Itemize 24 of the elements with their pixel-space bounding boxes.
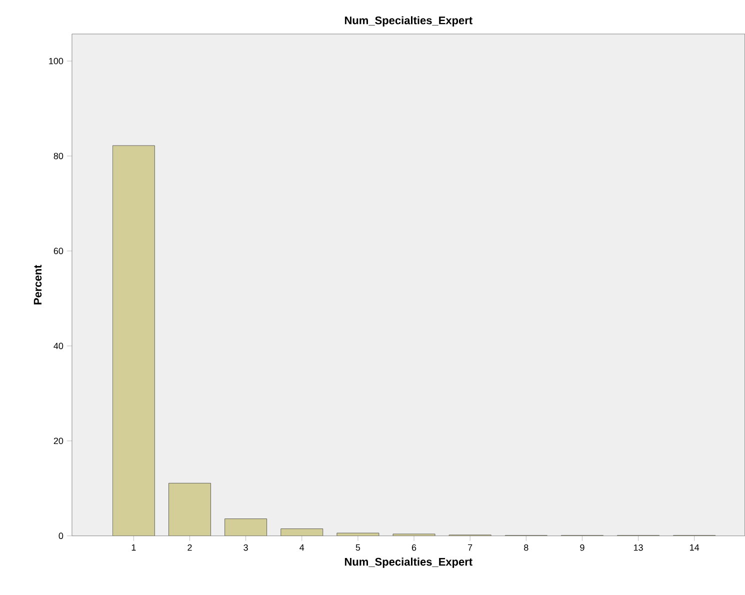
y-tick-label: 100 [49, 58, 64, 64]
x-tick-label: 7 [468, 544, 472, 551]
y-tick-label: 0 [58, 532, 64, 540]
x-tick-label: 6 [412, 544, 416, 551]
bar [224, 518, 267, 536]
x-tick-label: 1 [132, 544, 136, 551]
y-tick-label: 20 [54, 438, 64, 444]
y-axis-title: Percent [34, 264, 42, 304]
bar [112, 146, 155, 536]
x-tick-label: 8 [524, 544, 528, 551]
x-tick-label: 5 [356, 544, 360, 551]
bar [280, 528, 323, 536]
x-tick-label: 13 [634, 544, 643, 551]
x-tick-label: 3 [244, 544, 248, 551]
x-tick-label: 14 [690, 544, 700, 551]
y-tick-label: 60 [54, 248, 64, 254]
x-tick-label: 9 [580, 544, 584, 551]
x-tick-label: 4 [300, 544, 304, 551]
y-tick-label: 40 [54, 342, 64, 350]
bar [168, 483, 211, 536]
y-tick-label: 80 [54, 152, 64, 160]
chart-title: Num_Specialties_Expert [344, 16, 472, 27]
x-axis-title: Num_Specialties_Expert [344, 558, 472, 568]
x-tick-label: 2 [188, 544, 192, 551]
